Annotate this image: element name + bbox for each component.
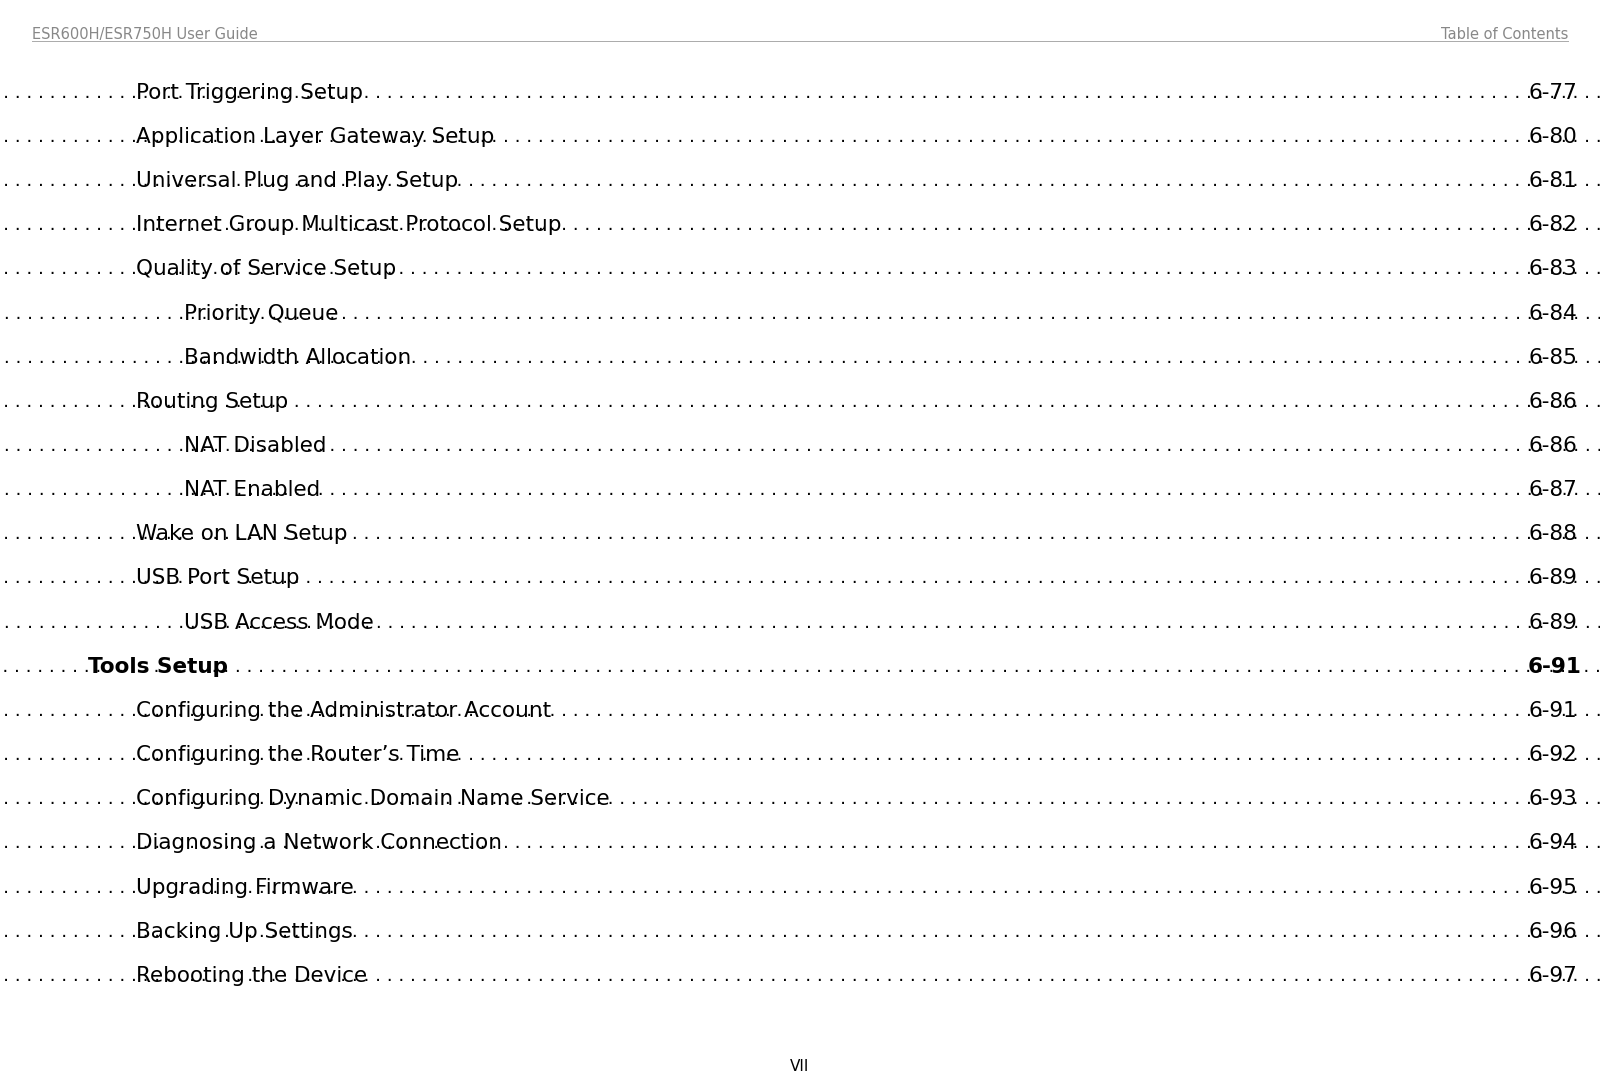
Text: . . . . . . . . . . . . . . . . . . . . . . . . . . . . . . . . . . . . . . . . : . . . . . . . . . . . . . . . . . . . . … bbox=[0, 790, 1600, 808]
Text: 6-77: 6-77 bbox=[1528, 83, 1578, 103]
Text: 6-84: 6-84 bbox=[1528, 303, 1578, 324]
Text: 6-80: 6-80 bbox=[1528, 127, 1576, 147]
Text: . . . . . . . . . . . . . . . . . . . . . . . . . . . . . . . . . . . . . . . . : . . . . . . . . . . . . . . . . . . . . … bbox=[0, 835, 1600, 852]
Text: . . . . . . . . . . . . . . . . . . . . . . . . . . . . . . . . . . . . . . . . : . . . . . . . . . . . . . . . . . . . . … bbox=[0, 526, 1600, 543]
Text: Tools Setup: Tools Setup bbox=[88, 657, 229, 676]
Text: 6-91: 6-91 bbox=[1528, 702, 1576, 721]
Text: . . . . . . . . . . . . . . . . . . . . . . . . . . . . . . . . . . . . . . . . : . . . . . . . . . . . . . . . . . . . . … bbox=[0, 658, 1600, 675]
Text: VII: VII bbox=[790, 1059, 810, 1075]
Text: Configuring the Administrator Account: Configuring the Administrator Account bbox=[136, 702, 550, 721]
Text: NAT Disabled: NAT Disabled bbox=[184, 436, 326, 456]
Text: 6-97: 6-97 bbox=[1528, 966, 1578, 986]
Text: Port Triggering Setup: Port Triggering Setup bbox=[136, 83, 363, 103]
Text: ESR600H/ESR750H User Guide: ESR600H/ESR750H User Guide bbox=[32, 27, 258, 43]
Text: . . . . . . . . . . . . . . . . . . . . . . . . . . . . . . . . . . . . . . . . : . . . . . . . . . . . . . . . . . . . . … bbox=[0, 128, 1600, 146]
Text: Upgrading Firmware: Upgrading Firmware bbox=[136, 877, 354, 898]
Text: Table of Contents: Table of Contents bbox=[1440, 27, 1568, 43]
Text: Priority Queue: Priority Queue bbox=[184, 303, 338, 324]
Text: . . . . . . . . . . . . . . . . . . . . . . . . . . . . . . . . . . . . . . . . : . . . . . . . . . . . . . . . . . . . . … bbox=[0, 304, 1600, 323]
Text: Wake on LAN Setup: Wake on LAN Setup bbox=[136, 525, 347, 544]
Text: Universal Plug and Play Setup: Universal Plug and Play Setup bbox=[136, 171, 458, 191]
Text: 6-85: 6-85 bbox=[1528, 348, 1578, 368]
Text: 6-86: 6-86 bbox=[1528, 436, 1578, 456]
Text: . . . . . . . . . . . . . . . . . . . . . . . . . . . . . . . . . . . . . . . . : . . . . . . . . . . . . . . . . . . . . … bbox=[0, 878, 1600, 897]
Text: . . . . . . . . . . . . . . . . . . . . . . . . . . . . . . . . . . . . . . . . : . . . . . . . . . . . . . . . . . . . . … bbox=[0, 923, 1600, 940]
Text: 6-88: 6-88 bbox=[1528, 525, 1578, 544]
Text: . . . . . . . . . . . . . . . . . . . . . . . . . . . . . . . . . . . . . . . . : . . . . . . . . . . . . . . . . . . . . … bbox=[0, 967, 1600, 985]
Text: 6-89: 6-89 bbox=[1528, 568, 1578, 588]
Text: Backing Up Settings: Backing Up Settings bbox=[136, 922, 354, 942]
Text: 6-94: 6-94 bbox=[1528, 834, 1578, 853]
Text: . . . . . . . . . . . . . . . . . . . . . . . . . . . . . . . . . . . . . . . . : . . . . . . . . . . . . . . . . . . . . … bbox=[0, 702, 1600, 720]
Text: Bandwidth Allocation: Bandwidth Allocation bbox=[184, 348, 411, 368]
Text: . . . . . . . . . . . . . . . . . . . . . . . . . . . . . . . . . . . . . . . . : . . . . . . . . . . . . . . . . . . . . … bbox=[0, 437, 1600, 455]
Text: 6-86: 6-86 bbox=[1528, 392, 1578, 411]
Text: Configuring Dynamic Domain Name Service: Configuring Dynamic Domain Name Service bbox=[136, 789, 610, 810]
Text: . . . . . . . . . . . . . . . . . . . . . . . . . . . . . . . . . . . . . . . . : . . . . . . . . . . . . . . . . . . . . … bbox=[0, 746, 1600, 764]
Text: . . . . . . . . . . . . . . . . . . . . . . . . . . . . . . . . . . . . . . . . : . . . . . . . . . . . . . . . . . . . . … bbox=[0, 481, 1600, 500]
Text: . . . . . . . . . . . . . . . . . . . . . . . . . . . . . . . . . . . . . . . . : . . . . . . . . . . . . . . . . . . . . … bbox=[0, 172, 1600, 190]
Text: 6-83: 6-83 bbox=[1528, 260, 1576, 279]
Text: Diagnosing a Network Connection: Diagnosing a Network Connection bbox=[136, 834, 502, 853]
Text: . . . . . . . . . . . . . . . . . . . . . . . . . . . . . . . . . . . . . . . . : . . . . . . . . . . . . . . . . . . . . … bbox=[0, 613, 1600, 632]
Text: USB Port Setup: USB Port Setup bbox=[136, 568, 299, 588]
Text: 6-91: 6-91 bbox=[1528, 657, 1582, 676]
Text: Rebooting the Device: Rebooting the Device bbox=[136, 966, 366, 986]
Text: 6-96: 6-96 bbox=[1528, 922, 1578, 942]
Text: 6-95: 6-95 bbox=[1528, 877, 1578, 898]
Text: Application Layer Gateway Setup: Application Layer Gateway Setup bbox=[136, 127, 494, 147]
Text: . . . . . . . . . . . . . . . . . . . . . . . . . . . . . . . . . . . . . . . . : . . . . . . . . . . . . . . . . . . . . … bbox=[0, 216, 1600, 235]
Text: 6-93: 6-93 bbox=[1528, 789, 1576, 810]
Text: 6-82: 6-82 bbox=[1528, 215, 1578, 236]
Text: NAT Enabled: NAT Enabled bbox=[184, 480, 320, 500]
Text: Quality of Service Setup: Quality of Service Setup bbox=[136, 260, 397, 279]
Text: 6-89: 6-89 bbox=[1528, 613, 1578, 633]
Text: . . . . . . . . . . . . . . . . . . . . . . . . . . . . . . . . . . . . . . . . : . . . . . . . . . . . . . . . . . . . . … bbox=[0, 261, 1600, 278]
Text: 6-87: 6-87 bbox=[1528, 480, 1578, 500]
Text: . . . . . . . . . . . . . . . . . . . . . . . . . . . . . . . . . . . . . . . . : . . . . . . . . . . . . . . . . . . . . … bbox=[0, 570, 1600, 587]
Text: USB Access Mode: USB Access Mode bbox=[184, 613, 374, 633]
Text: Routing Setup: Routing Setup bbox=[136, 392, 288, 411]
Text: 6-81: 6-81 bbox=[1528, 171, 1576, 191]
Text: Internet Group Multicast Protocol Setup: Internet Group Multicast Protocol Setup bbox=[136, 215, 562, 236]
Text: Configuring the Router’s Time: Configuring the Router’s Time bbox=[136, 745, 459, 765]
Text: . . . . . . . . . . . . . . . . . . . . . . . . . . . . . . . . . . . . . . . . : . . . . . . . . . . . . . . . . . . . . … bbox=[0, 349, 1600, 367]
Text: . . . . . . . . . . . . . . . . . . . . . . . . . . . . . . . . . . . . . . . . : . . . . . . . . . . . . . . . . . . . . … bbox=[0, 393, 1600, 411]
Text: 6-92: 6-92 bbox=[1528, 745, 1578, 765]
Text: . . . . . . . . . . . . . . . . . . . . . . . . . . . . . . . . . . . . . . . . : . . . . . . . . . . . . . . . . . . . . … bbox=[0, 84, 1600, 101]
